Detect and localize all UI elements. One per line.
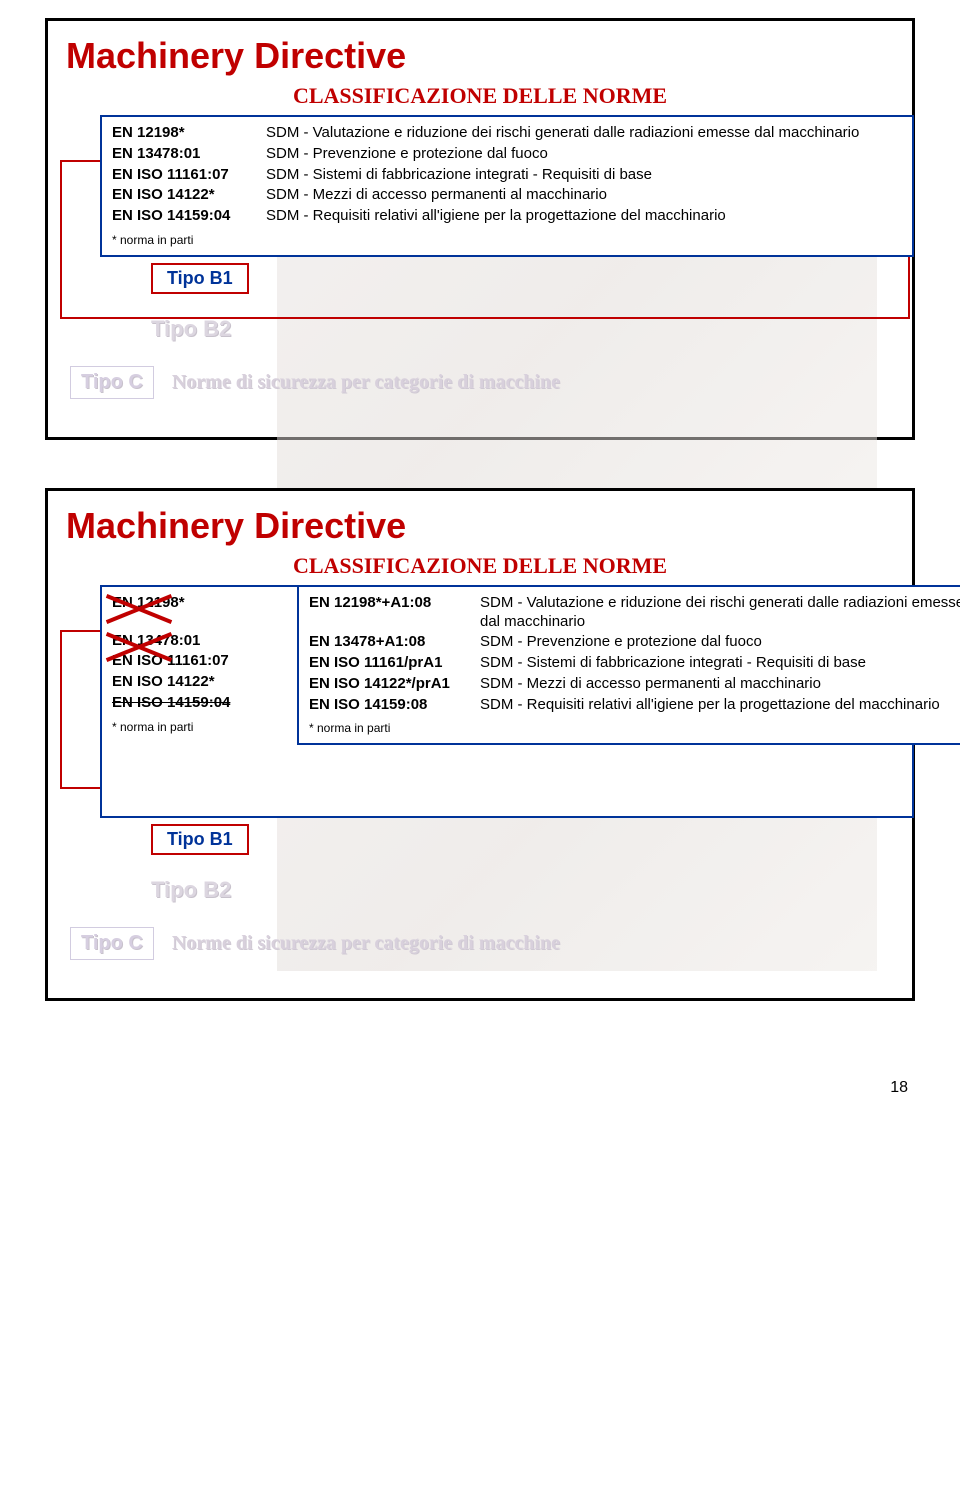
std-desc: SDM - Valutazione e riduzione dei rischi… — [480, 593, 960, 633]
std-desc: SDM - Mezzi di accesso permanenti al mac… — [266, 185, 902, 206]
standards-table-inner: EN 12198*+A1:08SDM - Valutazione e riduz… — [309, 593, 960, 716]
std-code: EN ISO 11161/prA1 — [309, 653, 480, 674]
tipo-b2-label: Tipo B2 — [151, 316, 894, 342]
slide-1: Machinery Directive CLASSIFICAZIONE DELL… — [45, 18, 915, 440]
std-code: EN ISO 11161:07 — [112, 165, 266, 186]
tipo-b1-label: Tipo B1 — [151, 824, 249, 855]
std-code: EN ISO 14159:08 — [309, 695, 480, 716]
standards-box: EN 12198*SDM - Valutazione e riduzione d… — [100, 115, 914, 257]
std-desc: SDM - Mezzi di accesso permanenti al mac… — [480, 674, 960, 695]
slide-title: Machinery Directive — [66, 505, 894, 547]
tipo-c-caption: Norme di sicurezza per categorie di macc… — [172, 371, 560, 394]
std-desc: SDM - Prevenzione e protezione dal fuoco — [266, 144, 902, 165]
std-code: EN 13478:01 — [112, 144, 266, 165]
standards-box-outer: EN 12198* EN 13478:01 EN ISO 11161:07 EN… — [100, 585, 914, 818]
tipo-c-caption: Norme di sicurezza per categorie di macc… — [172, 932, 560, 955]
std-code: EN ISO 14159:04 — [112, 206, 266, 227]
tipo-c-label: Tipo C — [70, 366, 154, 399]
std-desc: SDM - Sistemi di fabbricazione integrati… — [266, 165, 902, 186]
table-row: EN 12198*+A1:08SDM - Valutazione e riduz… — [309, 593, 960, 633]
slide-subtitle: CLASSIFICAZIONE DELLE NORME — [66, 83, 894, 109]
footnote: * norma in parti — [309, 715, 960, 735]
std-desc: SDM - Requisiti relativi all'igiene per … — [480, 695, 960, 716]
table-row: EN 13478+A1:08SDM - Prevenzione e protez… — [309, 632, 960, 653]
slide-title: Machinery Directive — [66, 35, 894, 77]
std-code: EN 13478+A1:08 — [309, 632, 480, 653]
std-desc: SDM - Valutazione e riduzione dei rischi… — [266, 123, 902, 144]
std-desc: SDM - Sistemi di fabbricazione integrati… — [480, 653, 960, 674]
std-code: EN 12198* — [112, 123, 266, 144]
std-code: EN 12198*+A1:08 — [309, 593, 480, 633]
slide-subtitle: CLASSIFICAZIONE DELLE NORME — [66, 553, 894, 579]
std-desc: SDM - Prevenzione e protezione dal fuoco — [480, 632, 960, 653]
slide-2: Machinery Directive CLASSIFICAZIONE DELL… — [45, 488, 915, 1001]
table-row: EN ISO 14122*/prA1SDM - Mezzi di accesso… — [309, 674, 960, 695]
standards-table: EN 12198*SDM - Valutazione e riduzione d… — [112, 123, 902, 227]
std-desc: SDM - Requisiti relativi all'igiene per … — [266, 206, 902, 227]
tipo-b2-label: Tipo B2 — [151, 877, 894, 903]
table-row: EN ISO 14122*SDM - Mezzi di accesso perm… — [112, 185, 902, 206]
table-row: EN ISO 11161/prA1SDM - Sistemi di fabbri… — [309, 653, 960, 674]
standards-box-inner: EN 12198*+A1:08SDM - Valutazione e riduz… — [297, 585, 960, 746]
std-code: EN ISO 14122*/prA1 — [309, 674, 480, 695]
table-row: EN ISO 14159:08SDM - Requisiti relativi … — [309, 695, 960, 716]
footnote: * norma in parti — [112, 227, 902, 247]
table-row: EN 12198*SDM - Valutazione e riduzione d… — [112, 123, 902, 144]
table-row: EN 13478:01SDM - Prevenzione e protezion… — [112, 144, 902, 165]
table-row: EN ISO 11161:07SDM - Sistemi di fabbrica… — [112, 165, 902, 186]
page-number: 18 — [0, 1049, 960, 1117]
table-row: EN ISO 14159:04SDM - Requisiti relativi … — [112, 206, 902, 227]
tipo-c-label: Tipo C — [70, 927, 154, 960]
std-code: EN ISO 14122* — [112, 185, 266, 206]
